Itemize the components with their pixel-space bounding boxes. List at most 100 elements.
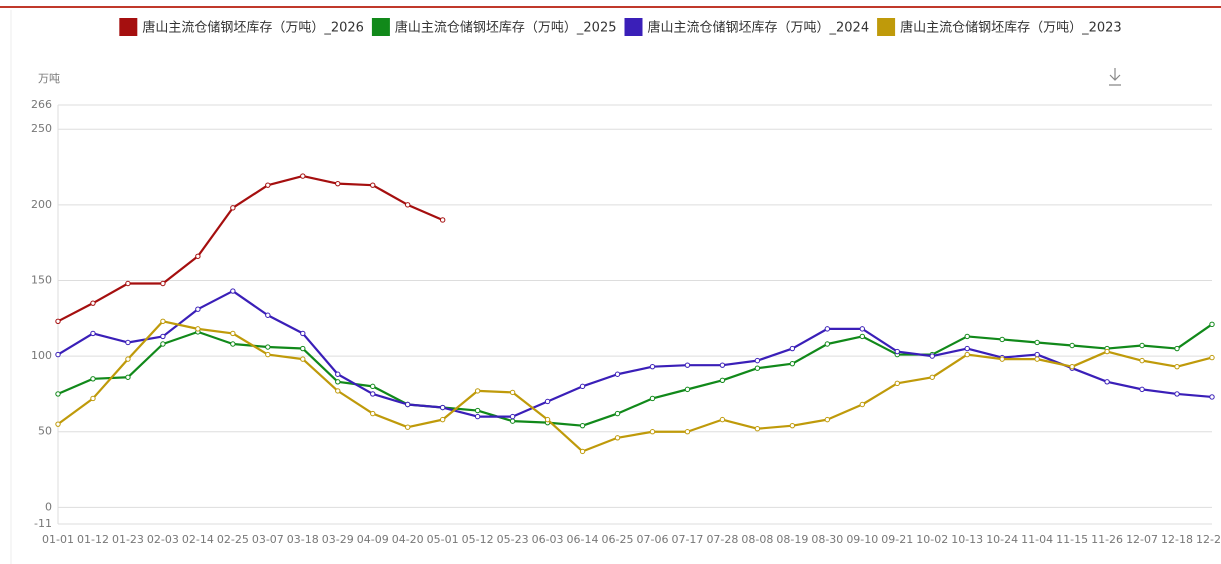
point [894,348,900,355]
point [300,356,306,362]
x-tick-label: 09-10 [846,533,878,546]
point [999,356,1005,362]
legend-swatch [371,18,390,36]
x-tick-label: 07-17 [671,533,703,546]
point [859,326,866,332]
point [90,330,96,337]
x-tick-label: 04-09 [357,533,389,546]
point [335,371,341,377]
point [55,351,61,358]
x-tick-label: 04-20 [392,533,424,546]
y-tick-label: 266 [31,98,52,111]
point [684,429,691,435]
x-tick-label: 11-26 [1091,533,1123,546]
point [1104,348,1110,355]
point [125,374,131,380]
point [614,435,621,441]
point [544,416,551,423]
point [1034,351,1040,358]
point [509,418,516,424]
x-tick-label: 07-28 [706,533,738,546]
point [195,326,201,332]
legend-swatch [119,18,138,36]
point [754,426,761,432]
point [929,374,935,380]
x-tick-label: 02-03 [147,533,179,546]
point [719,362,726,368]
point [335,379,341,385]
point [964,351,970,358]
point [300,330,306,337]
y-unit-label: 万吨 [38,72,60,85]
point [474,407,481,414]
point [474,388,481,394]
point [509,389,516,396]
point [55,318,61,325]
x-tick-label: 03-18 [287,533,319,546]
x-tick-label: 08-19 [776,533,808,546]
x-tick-label: 09-21 [881,533,913,546]
point [1069,342,1075,349]
x-tick-label: 06-25 [602,533,634,546]
point [649,395,656,402]
point [649,429,656,435]
point [1139,342,1145,349]
point [300,345,306,352]
legend-label: 唐山主流仓储钢坯库存（万吨）_2023 [900,20,1122,36]
point [1209,321,1215,328]
point [754,365,761,371]
x-tick-label: 06-14 [567,533,599,546]
point [125,339,131,346]
point [684,362,691,368]
point [474,413,481,420]
point [404,401,411,408]
point [195,253,201,259]
download-glyph[interactable] [1109,68,1121,86]
point [859,333,866,340]
point [160,341,166,347]
point [439,404,446,411]
point [439,217,446,223]
point [265,344,271,350]
legend-label: 唐山主流仓储钢坯库存（万吨）_2025 [395,20,617,36]
x-tick-label: 03-29 [322,533,354,546]
point [719,377,726,383]
x-tick-label: 10-24 [986,533,1018,546]
point [90,376,96,382]
x-tick-label: 02-25 [217,533,249,546]
point [300,173,306,179]
point [824,341,831,347]
point [719,416,726,423]
point [579,422,586,429]
legend-label: 唐山主流仓储钢坯库存（万吨）_2024 [648,20,870,36]
point [824,416,831,423]
point [684,386,691,393]
x-tick-label: 05-23 [497,533,529,546]
point [160,333,166,340]
point [439,416,446,423]
point [929,353,935,359]
legend-item: 唐山主流仓储钢坯库存（万吨）_2026 [119,18,364,36]
y-tick-label: 50 [38,425,52,438]
legend-item: 唐山主流仓储钢坯库存（万吨）_2024 [624,18,870,36]
point [265,182,271,188]
download-icon[interactable] [1109,68,1121,86]
point [1034,356,1040,362]
x-tick-label: 01-01 [42,533,74,546]
x-tick-label: 08-08 [741,533,773,546]
point [964,333,970,340]
x-tick-label: 05-01 [427,533,459,546]
point [789,422,796,429]
y-tick-label: 0 [45,500,52,513]
legend: 唐山主流仓储钢坯库存（万吨）_2026 唐山主流仓储钢坯库存（万吨）_2025 唐山… [119,18,1122,36]
point [160,318,166,325]
point [894,380,900,387]
y-tick-label: -11 [34,517,52,530]
point [1209,354,1215,361]
x-tick-label: 01-23 [112,533,144,546]
point [544,398,551,405]
point [230,288,236,294]
point [754,357,761,364]
